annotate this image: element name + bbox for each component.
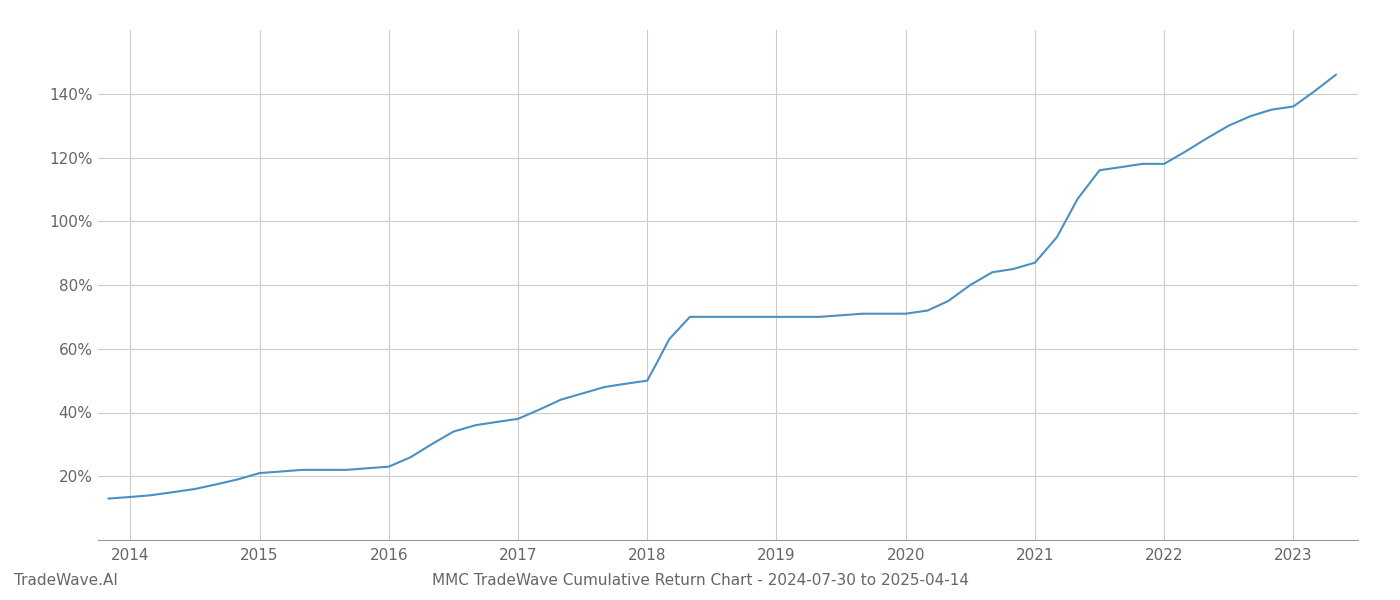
Text: TradeWave.AI: TradeWave.AI [14,573,118,588]
Text: MMC TradeWave Cumulative Return Chart - 2024-07-30 to 2025-04-14: MMC TradeWave Cumulative Return Chart - … [431,573,969,588]
